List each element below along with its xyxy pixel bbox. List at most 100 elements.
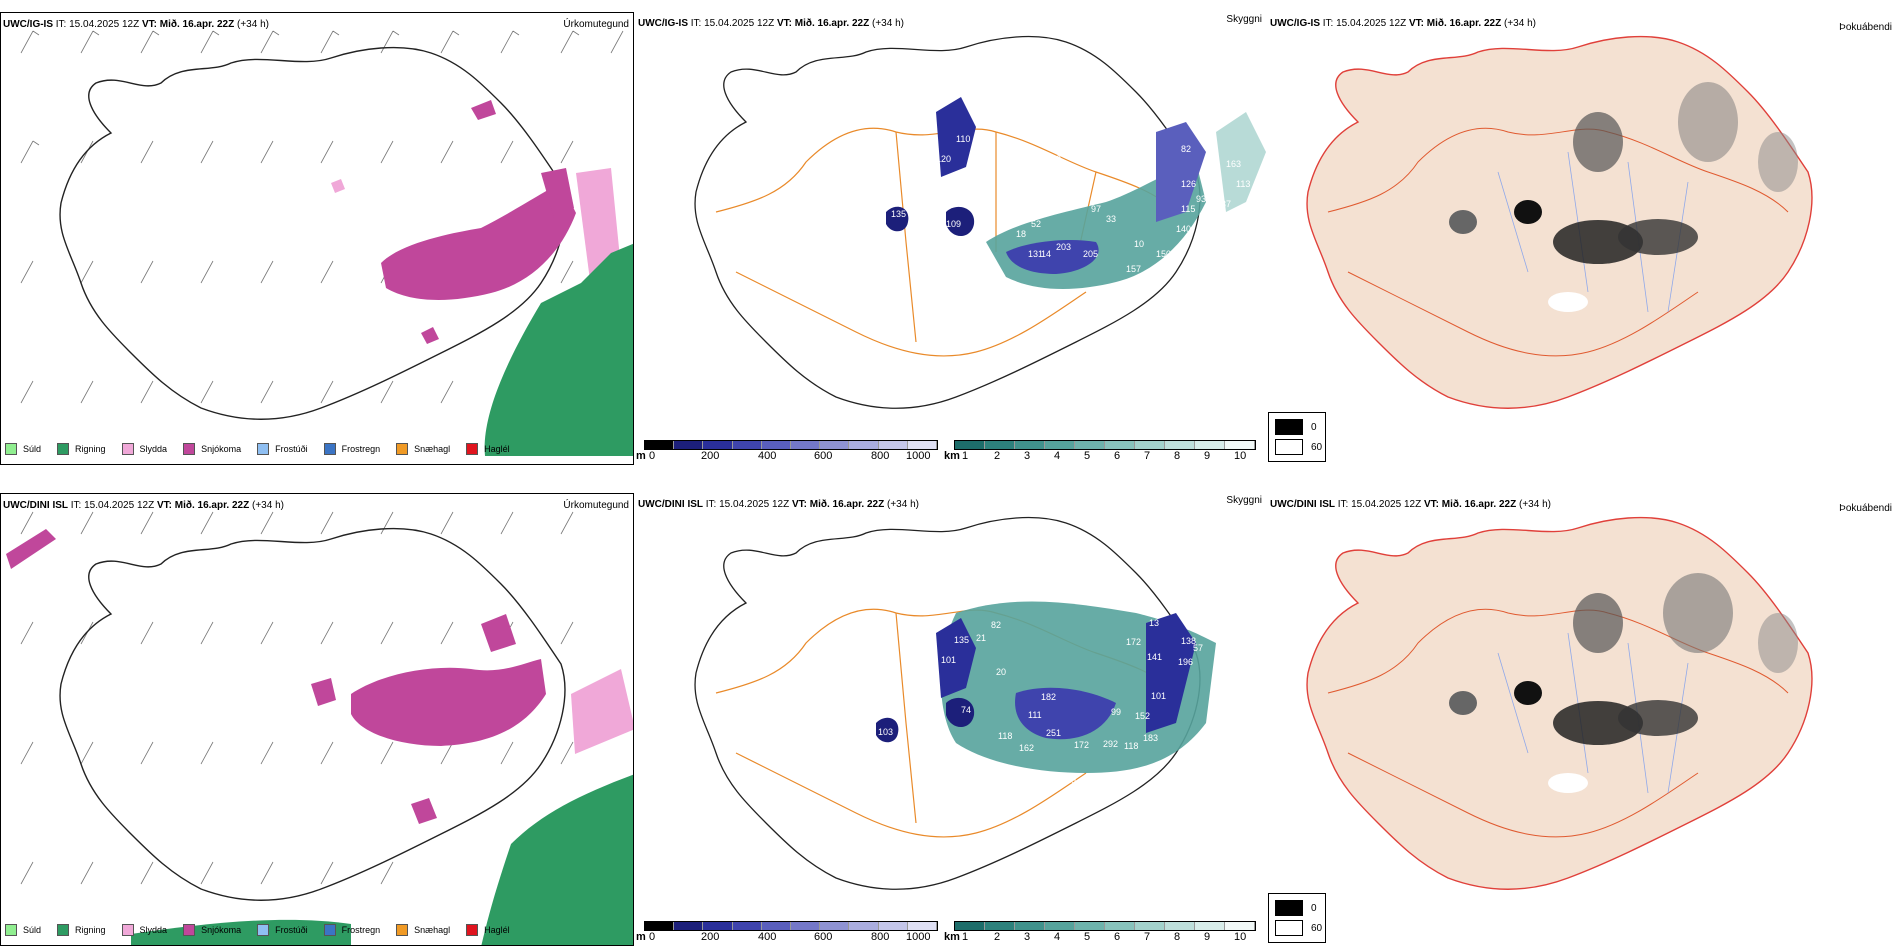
visibility-m-colorbar: m 0 200 400 600 800 1000 (636, 440, 938, 464)
m-step (907, 922, 938, 930)
lead-time: (+34 h) (1519, 499, 1551, 510)
panel-title-fog: Þokuábendi (1839, 22, 1892, 33)
m-tick: 0 (649, 931, 656, 943)
legend-label: Frostúði (275, 925, 308, 935)
visibility-m-colorbar: m 0 200 400 600 800 1000 (636, 921, 938, 945)
m-tick: 0 (649, 450, 656, 462)
legend-swatch (466, 443, 479, 455)
m-step (703, 441, 733, 449)
vis-value-label: 137 (1216, 199, 1231, 209)
visibility-panel-bottom: 135 21 101 82 20 111 182 118 162 251 172… (636, 493, 1268, 946)
legend-item: Snjókoma (183, 443, 241, 455)
fog-roads (1327, 127, 1789, 357)
rain-areas (484, 243, 633, 456)
visibility-panel-top: 131 203 205 157 150 140 115 82 126 93 13… (636, 12, 1268, 465)
panel-header: UWC/IG-IS IT: 15.04.2025 12Z VT: Mið. 16… (3, 19, 269, 30)
vis-value-label: 292 (1103, 739, 1118, 749)
init-time: IT: 15.04.2025 12Z (55, 19, 140, 30)
panel-header: UWC/IG-IS IT: 15.04.2025 12Z VT: Mið. 16… (1270, 18, 1536, 29)
legend-item: Snæhagl (396, 924, 450, 936)
vis-value-label: 113 (1236, 179, 1250, 189)
panel-title-fog: Þokuábendi (1839, 503, 1892, 514)
init-time: IT: 15.04.2025 12Z (705, 499, 790, 510)
fog-swatch-low (1275, 439, 1303, 455)
valid-time: Mið. 16.apr. 22Z (1426, 18, 1502, 29)
legend-item: Súld (5, 924, 41, 936)
model-name: UWC/DINI ISL (3, 500, 68, 511)
model-name: UWC/IG-IS (638, 18, 688, 29)
lead-time: (+34 h) (887, 499, 919, 510)
m-step (878, 441, 908, 449)
legend-swatch (183, 443, 196, 455)
fog-legend-low-value: 60 (1311, 441, 1323, 453)
vis-value-label: 182 (1041, 692, 1056, 702)
vis-value-label: 118 (1124, 741, 1138, 751)
vis-value-label: 99 (1086, 124, 1096, 134)
panel-title-visibility: Skyggni (1226, 495, 1262, 506)
km-tick: 7 (1144, 931, 1151, 943)
fog-legend-low: 60 (1275, 439, 1322, 455)
legend-label: Snæhagl (414, 444, 451, 454)
legend-swatch (323, 924, 336, 936)
m-unit: m (636, 931, 646, 943)
km-unit: km (944, 450, 960, 462)
km-tick: 4 (1054, 450, 1061, 462)
km-tick: 1 (962, 931, 969, 943)
m-step (849, 922, 879, 930)
model-name: UWC/IG-IS (3, 19, 53, 30)
legend-label: Rigning (75, 444, 106, 454)
m-tick: 600 (814, 931, 833, 943)
m-tick: 600 (814, 450, 833, 462)
fog-legend-high: 0 (1275, 900, 1317, 916)
legend-swatch (257, 443, 270, 455)
legend-label: Haglél (484, 925, 510, 935)
m-step (820, 441, 850, 449)
vis-value-label: 74 (961, 705, 971, 715)
fog-panel-bottom: UWC/DINI ISL IT: 15.04.2025 12Z VT: Mið.… (1268, 493, 1900, 946)
m-step (703, 922, 733, 930)
km-step (1045, 922, 1075, 930)
init-time: IT: 15.04.2025 12Z (690, 18, 775, 29)
km-step (1015, 441, 1045, 449)
fog-legend-low: 60 (1275, 920, 1322, 936)
precip-type-panel-top: UWC/IG-IS IT: 15.04.2025 12Z VT: Mið. 16… (0, 12, 634, 465)
panel-header: UWC/DINI ISL IT: 15.04.2025 12Z VT: Mið.… (638, 499, 919, 510)
vis-value-label: 21 (976, 633, 986, 643)
rivers (1497, 632, 1689, 794)
vis-value-label: 196 (1178, 657, 1193, 667)
lead-time: (+34 h) (872, 18, 904, 29)
m-step (849, 441, 879, 449)
vis-value-label: 138 (1181, 636, 1196, 646)
m-step (878, 922, 908, 930)
m-tick: 800 (871, 450, 890, 462)
km-tick: 9 (1204, 450, 1211, 462)
fog-legend-high: 0 (1275, 419, 1317, 435)
rain-areas (131, 774, 633, 945)
legend-item: Frostúði (257, 924, 308, 936)
vis-value-label: 82 (991, 620, 1001, 630)
m-tick: 200 (701, 931, 720, 943)
legend-label: Súld (23, 925, 42, 935)
legend-label: Súld (23, 444, 42, 454)
visibility-km-colorbar: km 1 2 3 4 5 6 7 8 9 10 (944, 440, 1266, 464)
vis-value-label: 141 (1147, 652, 1162, 662)
vis-value-label: 33 (1106, 214, 1116, 224)
sleet-areas (571, 669, 633, 754)
km-tick: 4 (1054, 931, 1061, 943)
valid-time: Mið. 16.apr. 22Z (794, 18, 870, 29)
init-time: IT: 15.04.2025 12Z (70, 500, 155, 511)
km-step (985, 922, 1015, 930)
legend-item: Slydda (121, 924, 167, 936)
m-step (674, 922, 704, 930)
fog-swatch-high (1275, 900, 1303, 916)
visibility-km-colorbar: km 1 2 3 4 5 6 7 8 9 10 (944, 921, 1266, 945)
km-tick: 5 (1084, 450, 1091, 462)
km-tick: 9 (1204, 931, 1211, 943)
legend-item: Haglél (466, 443, 510, 455)
km-bar (954, 921, 1256, 931)
m-step (732, 922, 762, 930)
km-step (1165, 922, 1195, 930)
vis-value-label: 109 (946, 219, 961, 229)
fog-map-top (1306, 35, 1813, 409)
visibility-map-bottom: 135 21 101 82 20 111 182 118 162 251 172… (694, 516, 1216, 890)
